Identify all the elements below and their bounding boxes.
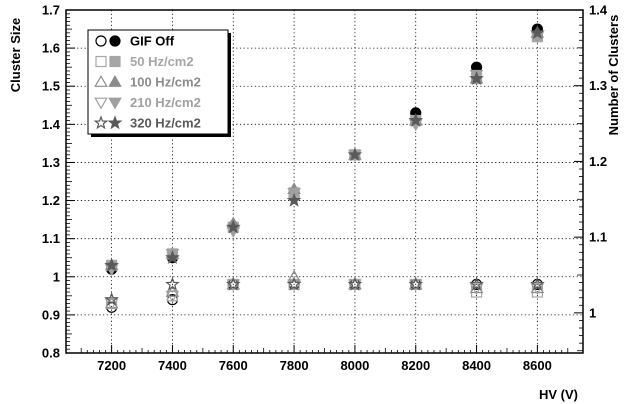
y2-tick-label: 1.3 bbox=[589, 78, 607, 93]
x-tick-label: 8600 bbox=[523, 358, 552, 373]
x-tick-label: 8200 bbox=[401, 358, 430, 373]
y-tick-label: 0.8 bbox=[42, 346, 60, 361]
marker-open-320-hz-cm2 bbox=[408, 276, 424, 291]
legend-open-100-hz-cm2 bbox=[94, 75, 108, 87]
marker-filled-320-hz-cm2 bbox=[165, 249, 180, 264]
marker-filled-320-hz-cm2 bbox=[225, 219, 241, 234]
marker-open-320-hz-cm2 bbox=[286, 276, 302, 291]
y-tick-label: 1.3 bbox=[42, 155, 60, 170]
y-tick-label: 1 bbox=[53, 269, 60, 284]
y2-tick-label: 1.4 bbox=[589, 3, 608, 18]
legend-open-210-hz-cm2 bbox=[94, 97, 108, 110]
legend-label-gif-off: GIF Off bbox=[130, 34, 175, 49]
marker-open-320-hz-cm2 bbox=[530, 276, 545, 291]
marker-open-320-hz-cm2 bbox=[104, 291, 119, 306]
marker-filled-320-hz-cm2 bbox=[286, 192, 302, 207]
legend-label-210-hz-cm2: 210 Hz/cm2 bbox=[130, 95, 201, 110]
legend-filled-50-hz-cm2 bbox=[109, 55, 121, 68]
marker-open-100-hz-cm2 bbox=[408, 277, 423, 290]
marker-filled-320-hz-cm2 bbox=[469, 70, 484, 85]
marker-filled-320-hz-cm2 bbox=[408, 112, 424, 127]
y2-axis-label: Number of Clusters bbox=[606, 15, 621, 136]
legend-filled-gif-off bbox=[109, 35, 121, 47]
y-tick-label: 1.7 bbox=[42, 3, 60, 18]
marker-open-320-hz-cm2 bbox=[347, 276, 363, 291]
legend-label-320-hz-cm2: 320 Hz/cm2 bbox=[130, 116, 201, 131]
marker-open-210-hz-cm2 bbox=[165, 290, 180, 303]
x-tick-label: 7400 bbox=[158, 358, 187, 373]
y2-tick-label: 1 bbox=[589, 305, 596, 320]
marker-open-320-hz-cm2 bbox=[165, 276, 180, 291]
legend-filled-100-hz-cm2 bbox=[108, 75, 122, 87]
legend-open-50-hz-cm2 bbox=[95, 55, 107, 68]
marker-open-100-hz-cm2 bbox=[348, 277, 362, 290]
y-tick-label: 1.4 bbox=[42, 117, 61, 132]
y-tick-label: 1.6 bbox=[42, 41, 60, 56]
axes: 7200 7400 7600 7800 8000 8200 8400 8600 0.8 0.9 1 1… bbox=[42, 3, 608, 374]
legend-filled-320-hz-cm2 bbox=[107, 115, 123, 130]
y2-tick-label: 1.1 bbox=[589, 230, 607, 245]
marker-filled-320-hz-cm2 bbox=[347, 147, 363, 162]
marker-filled-320-hz-cm2 bbox=[530, 25, 545, 40]
legend-box bbox=[87, 29, 229, 135]
x-tick-label: 7800 bbox=[280, 358, 309, 373]
legend-label-50-hz-cm2: 50 Hz/cm2 bbox=[130, 54, 194, 69]
x-tick-label: 8000 bbox=[340, 358, 369, 373]
x-tick-label: 7600 bbox=[219, 358, 248, 373]
y-tick-label: 1.1 bbox=[42, 231, 60, 246]
y2-tick-label: 1.2 bbox=[589, 154, 607, 169]
x-axis-label: HV (V) bbox=[539, 387, 578, 402]
x-tick-label: 8400 bbox=[462, 358, 491, 373]
legend-open-gif-off bbox=[95, 35, 107, 47]
marker-open-320-hz-cm2 bbox=[469, 276, 484, 291]
y-tick-label: 0.9 bbox=[42, 307, 60, 322]
legend: GIF Off 50 Hz/cm2 100 Hz/cm2 210 Hz/cm2 320 … bbox=[87, 29, 231, 137]
legend-open-320-hz-cm2 bbox=[93, 115, 109, 130]
y-axis-label: Cluster Size bbox=[8, 18, 23, 92]
x-tick-label: 7200 bbox=[97, 358, 126, 373]
marker-filled-320-hz-cm2 bbox=[104, 257, 119, 272]
y-tick-label: 1.5 bbox=[42, 79, 60, 94]
marker-open-100-hz-cm2 bbox=[226, 277, 241, 290]
legend-label-100-hz-cm2: 100 Hz/cm2 bbox=[130, 75, 201, 90]
marker-open-100-hz-cm2 bbox=[287, 269, 301, 282]
marker-open-320-hz-cm2 bbox=[225, 276, 241, 291]
data-markers bbox=[104, 23, 545, 313]
y-tick-label: 1.2 bbox=[42, 193, 60, 208]
legend-filled-210-hz-cm2 bbox=[108, 97, 122, 110]
